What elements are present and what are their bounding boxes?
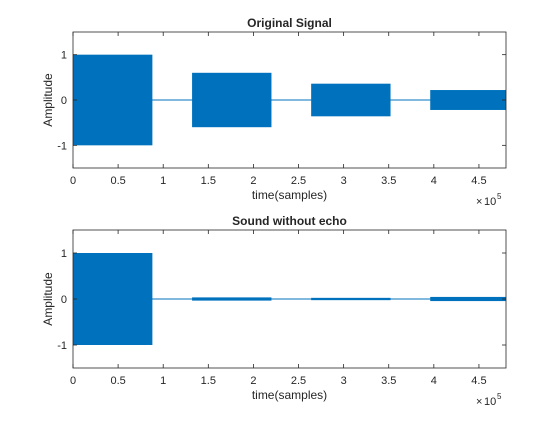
x-exponent-power: 5 bbox=[497, 192, 502, 201]
signal-segment-2 bbox=[192, 72, 272, 128]
signal-segment-1 bbox=[73, 253, 153, 345]
x-tick-label: 0.5 bbox=[110, 175, 125, 187]
subplot-sound-without-echo: Sound without echo Amplitude time(sample… bbox=[41, 214, 507, 408]
x-tick-label: 2.5 bbox=[291, 375, 306, 387]
x-tick-label: 0 bbox=[70, 175, 76, 187]
x-exponent-times: × bbox=[476, 196, 482, 208]
chart-title: Original Signal bbox=[247, 16, 332, 30]
x-tick-label: 0 bbox=[70, 375, 76, 387]
chart-title: Sound without echo bbox=[232, 214, 347, 228]
y-tick-label: 0 bbox=[61, 95, 67, 107]
x-tick-label: 1 bbox=[160, 375, 166, 387]
x-tick-label: 3 bbox=[341, 375, 347, 387]
y-tick-label: 0 bbox=[61, 294, 67, 306]
x-tick-label: 1.5 bbox=[201, 175, 216, 187]
x-tick-label: 4.5 bbox=[471, 175, 486, 187]
x-tick-label: 2.5 bbox=[291, 175, 306, 187]
x-tick-label: 3 bbox=[341, 175, 347, 187]
x-tick-label: 3.5 bbox=[381, 175, 396, 187]
x-exponent-power: 5 bbox=[497, 392, 502, 401]
signal-segment-3 bbox=[311, 297, 391, 301]
signal-segment-4 bbox=[430, 90, 506, 110]
x-tick-label: 0.5 bbox=[110, 375, 125, 387]
y-tick-label: -1 bbox=[57, 140, 67, 152]
x-tick-label: 1.5 bbox=[201, 375, 216, 387]
x-tick-label: 3.5 bbox=[381, 375, 396, 387]
x-tick-label: 4.5 bbox=[471, 375, 486, 387]
x-axis-label: time(samples) bbox=[252, 388, 327, 402]
y-tick-label: 1 bbox=[61, 248, 67, 260]
x-tick-label: 2 bbox=[250, 175, 256, 187]
signal-segment-2 bbox=[192, 297, 272, 301]
x-tick-label: 4 bbox=[431, 375, 437, 387]
x-tick-label: 2 bbox=[250, 375, 256, 387]
subplot-original-signal: Original Signal Amplitude time(samples) … bbox=[41, 16, 507, 208]
x-exponent-times: × bbox=[476, 396, 482, 408]
signal-segment-4 bbox=[430, 296, 506, 302]
y-tick-label: -1 bbox=[57, 340, 67, 352]
signal-segment-1 bbox=[73, 54, 153, 146]
y-axis-label: Amplitude bbox=[41, 272, 55, 326]
signal-segment-3 bbox=[311, 83, 391, 117]
x-exponent-base: 10 bbox=[484, 396, 496, 408]
x-axis-label: time(samples) bbox=[252, 188, 327, 202]
x-tick-label: 1 bbox=[160, 175, 166, 187]
x-tick-label: 4 bbox=[431, 175, 437, 187]
y-tick-label: 1 bbox=[61, 50, 67, 62]
x-exponent-base: 10 bbox=[484, 196, 496, 208]
y-axis-label: Amplitude bbox=[41, 73, 55, 127]
